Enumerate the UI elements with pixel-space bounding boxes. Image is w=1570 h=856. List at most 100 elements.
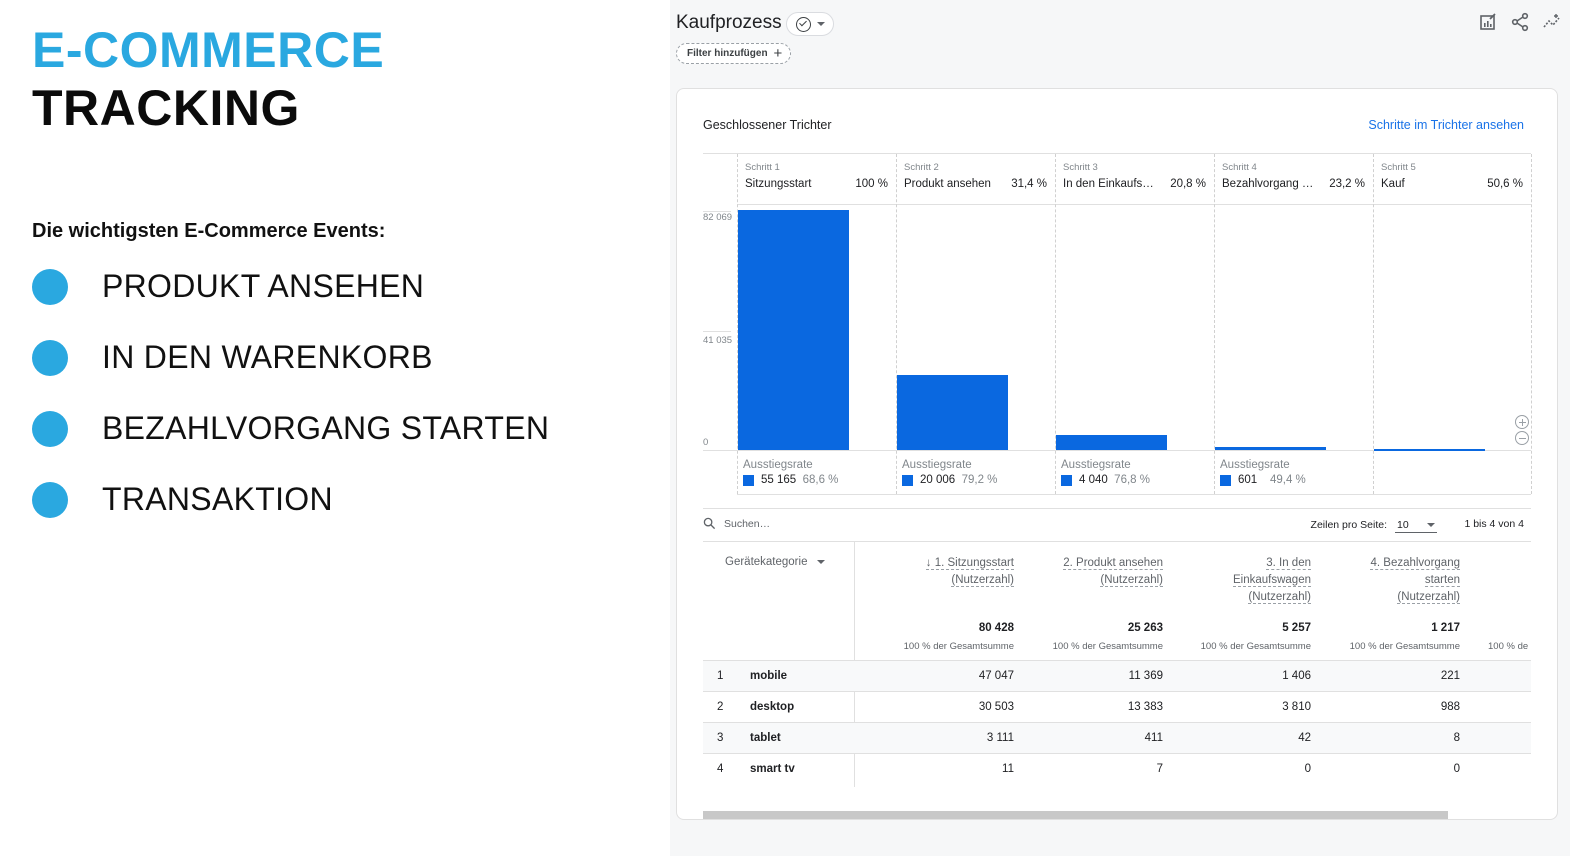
report-status-dropdown[interactable] [786, 12, 834, 36]
column-header-text: Einkaufswagen [1233, 574, 1311, 587]
zoom-controls [1515, 415, 1529, 445]
divider [703, 153, 1531, 154]
column-header-3[interactable]: 3. In den Einkaufswagen (Nutzerzahl) [1233, 555, 1311, 606]
row-value: 11 369 [1128, 670, 1163, 682]
chevron-down-icon [1427, 522, 1435, 527]
row-dimension: mobile [750, 670, 788, 682]
divider [1214, 154, 1215, 494]
row-value: 0 [1453, 763, 1460, 775]
legend-swatch-icon [1061, 474, 1072, 486]
step-pct: 100 % [855, 178, 888, 190]
row-value: 30 503 [978, 701, 1014, 713]
dimension-header[interactable]: Gerätekategorie [725, 556, 826, 568]
chart-baseline [703, 450, 1531, 451]
table-row[interactable]: 4 smart tv 11 7 0 0 [703, 753, 1531, 784]
column-total: 80 428 [978, 622, 1014, 634]
funnel-step-5[interactable]: Schritt 5 Kauf 50,6 % [1373, 154, 1531, 205]
edit-chart-icon[interactable] [1478, 12, 1498, 32]
y-tick-label: 0 [703, 437, 709, 448]
step-label: Schritt 5 [1381, 162, 1416, 173]
step-label: Schritt 1 [745, 162, 780, 173]
dropoff-count: 601 [1238, 474, 1258, 486]
column-header-1[interactable]: ↓ 1. Sitzungsstart (Nutzerzahl) [925, 555, 1014, 589]
step-name: Sitzungsstart [745, 178, 812, 190]
column-header-text: (Nutzerzahl) [1100, 574, 1163, 587]
table-row[interactable]: 3 tablet 3 111 411 42 8 [703, 722, 1531, 753]
divider [737, 154, 738, 494]
horizontal-scrollbar[interactable] [703, 811, 1448, 819]
table-search[interactable]: Suchen… [703, 517, 770, 530]
step-name: Kauf [1381, 178, 1405, 190]
divider [703, 541, 1531, 542]
column-total-pct: 100 % der Gesamtsumme [903, 641, 1014, 652]
chevron-down-icon [816, 22, 825, 26]
step-label: Schritt 2 [904, 162, 939, 173]
dimension-header-label: Gerätekategorie [725, 556, 808, 568]
row-value: 8 [1453, 732, 1460, 744]
divider [896, 154, 897, 494]
slide-title-accent: E-COMMERCE [32, 22, 385, 78]
zoom-out-icon[interactable] [1515, 431, 1529, 445]
column-header-2[interactable]: 2. Produkt ansehen (Nutzerzahl) [1063, 555, 1163, 589]
funnel-bar-4[interactable] [1215, 447, 1326, 450]
column-header-text: starten [1424, 574, 1460, 587]
dropoff-label: Ausstiegsrate [743, 459, 813, 471]
column-total-pct: 100 % de [1488, 641, 1529, 652]
divider [737, 494, 1531, 495]
funnel-step-4[interactable]: Schritt 4 Bezahlvorgang … 23,2 % [1214, 154, 1373, 205]
search-icon [703, 517, 716, 530]
step-name: In den Einkaufs… [1063, 178, 1154, 190]
rows-per-page-select[interactable]: 10 [1395, 517, 1437, 533]
row-value: 1 406 [1282, 670, 1311, 682]
funnel-bar-5[interactable] [1374, 449, 1485, 451]
gridline [703, 211, 731, 212]
row-value: 11 [1002, 763, 1014, 775]
column-header-text: 2. Produkt ansehen [1063, 557, 1163, 570]
slide-title: TRACKING [32, 80, 300, 136]
column-header-4[interactable]: 4. Bezahlvorgang starten (Nutzerzahl) [1370, 555, 1460, 606]
funnel-bar-2[interactable] [897, 375, 1008, 450]
slide-subtitle: Die wichtigsten E-Commerce Events: [32, 220, 386, 242]
funnel-step-1[interactable]: Schritt 1 Sitzungsstart 100 % [737, 154, 896, 205]
column-header-text: (Nutzerzahl) [1248, 591, 1311, 604]
rows-per-page: Zeilen pro Seite: 10 [1311, 517, 1437, 533]
row-value: 411 [1144, 732, 1163, 744]
row-index: 3 [717, 732, 724, 744]
view-funnel-steps-link[interactable]: Schritte im Trichter ansehen [1368, 118, 1524, 132]
insights-icon[interactable] [1542, 12, 1562, 32]
funnel-bar-3[interactable] [1056, 435, 1167, 450]
row-value: 13 383 [1127, 701, 1163, 713]
dropoff-pct: 49,4 % [1269, 474, 1306, 486]
zoom-in-icon[interactable] [1515, 415, 1529, 429]
dropoff-label: Ausstiegsrate [902, 459, 972, 471]
dropoff-step-1: Ausstiegsrate 55 165 68,6 % [743, 459, 838, 486]
step-label: Schritt 4 [1222, 162, 1257, 173]
column-total-pct: 100 % der Gesamtsumme [1200, 641, 1311, 652]
share-icon[interactable] [1510, 12, 1530, 32]
card-title: Geschlossener Trichter [703, 118, 832, 132]
dropoff-pct: 68,6 % [802, 474, 839, 486]
rows-per-page-label: Zeilen pro Seite: [1310, 519, 1387, 531]
column-header-text: 4. Bezahlvorgang [1370, 557, 1460, 570]
row-dimension: smart tv [750, 763, 795, 775]
check-circle-icon [795, 16, 811, 32]
bullet-text: PRODUKT ANSEHEN [102, 268, 425, 304]
table-row[interactable]: 2 desktop 30 503 13 383 3 810 988 [703, 691, 1531, 722]
column-total: 25 263 [1127, 622, 1163, 634]
column-header-text: 3. In den [1266, 557, 1311, 570]
step-pct: 23,2 % [1329, 178, 1365, 190]
search-input[interactable]: Suchen… [724, 517, 771, 530]
funnel-step-2[interactable]: Schritt 2 Produkt ansehen 31,4 % [896, 154, 1055, 205]
table-row[interactable]: 1 mobile 47 047 11 369 1 406 221 [703, 660, 1531, 691]
dropoff-label: Ausstiegsrate [1061, 459, 1131, 471]
add-filter-button[interactable]: Filter hinzufügen + [676, 43, 792, 64]
funnel-step-3[interactable]: Schritt 3 In den Einkaufs… 20,8 % [1055, 154, 1214, 205]
funnel-chart: Schritt 1 Sitzungsstart 100 % Schritt 2 … [703, 153, 1532, 495]
bullet-item: TRANSAKTION [32, 479, 549, 550]
chevron-down-icon [817, 560, 826, 564]
divider [703, 508, 1531, 509]
gridline [703, 331, 731, 332]
funnel-bar-1[interactable] [738, 210, 849, 450]
report-toolbar [1478, 12, 1562, 32]
